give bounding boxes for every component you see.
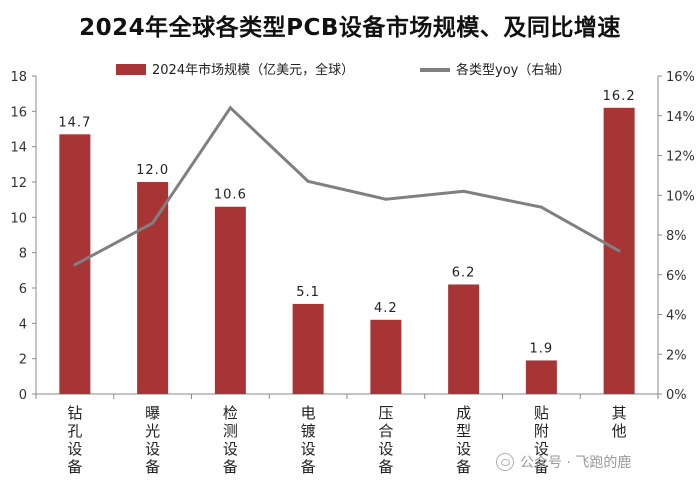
yoy-point: [228, 106, 232, 110]
right-tick-label: 12%: [666, 150, 695, 165]
left-tick-label: 12: [10, 176, 27, 191]
left-tick-label: 14: [10, 141, 27, 156]
category-label-char: 备: [534, 458, 549, 476]
category-label-char: 钻: [67, 404, 82, 422]
category-label-char: 镀: [301, 422, 316, 440]
chart-title: 2024年全球各类型PCB设备市场规模、及同比增速: [79, 15, 621, 41]
category-label-char: 孔: [67, 422, 82, 440]
yoy-point: [306, 179, 310, 183]
category-label-char: 贴: [534, 404, 549, 422]
legend-bar-swatch: [116, 64, 146, 75]
watermark: 公众号 · 飞跑的鹿: [496, 452, 631, 472]
right-tick-label: 14%: [666, 110, 695, 125]
category-label-char: 型: [456, 422, 471, 440]
category-label-char: 备: [378, 458, 393, 476]
right-tick-label: 4%: [666, 309, 687, 324]
category-label-char: 合: [378, 422, 393, 440]
yoy-line: [74, 105, 620, 267]
bar: [137, 182, 169, 394]
category-label-char: 设: [67, 440, 82, 458]
category-label-char: 他: [612, 422, 627, 440]
bar-value-label: 14.7: [58, 115, 91, 130]
right-tick-label: 8%: [666, 229, 687, 244]
category-label-char: 备: [301, 458, 316, 476]
bar: [214, 206, 246, 394]
right-tick-label: 16%: [666, 70, 695, 85]
yoy-point: [462, 189, 466, 193]
yoy-point: [73, 263, 77, 267]
left-tick-label: 16: [10, 105, 27, 120]
bar-value-label: 5.1: [296, 285, 320, 300]
category-label-char: 其: [612, 404, 627, 422]
category-label-char: 检: [223, 404, 238, 422]
bar-value-label: 1.9: [530, 341, 554, 356]
bar: [292, 303, 324, 394]
category-label-char: 光: [145, 422, 160, 440]
watermark-text: 公众号 · 飞跑的鹿: [520, 455, 632, 471]
right-tick-label: 6%: [666, 269, 687, 284]
bar-value-label: 12.0: [136, 163, 169, 178]
category-label-char: 曝: [145, 404, 160, 422]
left-tick-label: 10: [10, 211, 27, 226]
yoy-point: [151, 221, 155, 225]
category-label-char: 电: [301, 404, 316, 422]
category-label-char: 设: [378, 440, 393, 458]
category-label-char: 压: [378, 404, 393, 422]
yoy-point: [539, 205, 543, 209]
yoy-point: [384, 197, 388, 201]
bar-value-label: 16.2: [603, 89, 636, 104]
category-label-char: 设: [301, 440, 316, 458]
wechat-icon: [496, 453, 514, 471]
category-label-char: 设: [456, 440, 471, 458]
category-label-char: 设: [223, 440, 238, 458]
bar-value-label: 6.2: [452, 265, 476, 280]
left-tick-label: 0: [19, 388, 27, 403]
left-tick-label: 4: [19, 317, 27, 332]
category-label-char: 备: [67, 458, 82, 476]
left-tick-label: 6: [19, 282, 27, 297]
category-label-char: 附: [534, 422, 549, 440]
category-label-char: 备: [456, 458, 471, 476]
right-tick-label: 0%: [666, 388, 687, 403]
legend-bar-label: 2024年市场规模（亿美元，全球）: [152, 62, 354, 78]
left-tick-label: 8: [19, 247, 27, 262]
yoy-point: [617, 249, 621, 253]
category-label-char: 备: [145, 458, 160, 476]
category-label-char: 设: [534, 440, 549, 458]
category-label-char: 测: [223, 422, 238, 440]
left-tick-label: 18: [10, 70, 27, 85]
right-tick-label: 10%: [666, 189, 695, 204]
bar: [525, 360, 557, 394]
bar: [370, 319, 402, 394]
category-label-char: 备: [223, 458, 238, 476]
left-tick-label: 2: [19, 353, 27, 368]
category-label-char: 设: [145, 440, 160, 458]
legend-line-label: 各类型yoy（右轴）: [456, 62, 570, 78]
category-label-char: 成: [456, 404, 471, 422]
bar-value-label: 4.2: [374, 301, 398, 316]
bar-value-label: 10.6: [214, 188, 247, 203]
bar: [448, 284, 480, 394]
right-tick-label: 2%: [666, 348, 687, 363]
